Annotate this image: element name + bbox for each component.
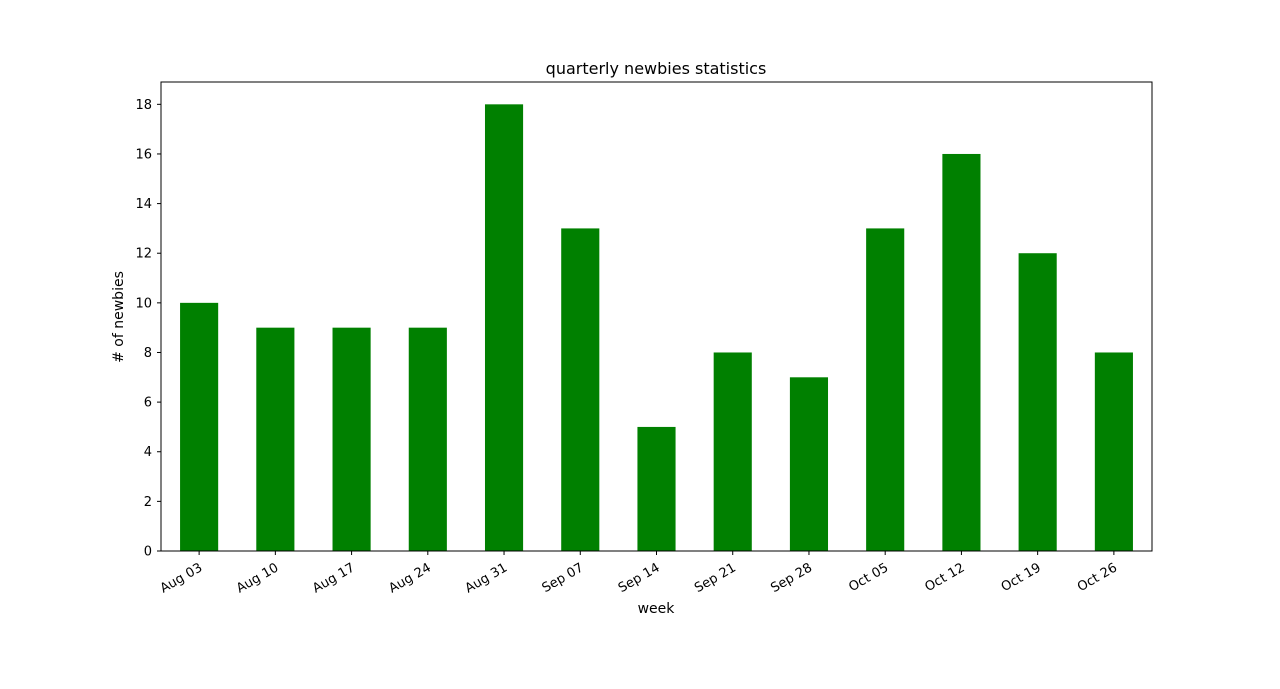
y-tick-label: 2: [144, 495, 152, 510]
x-tick-label: Aug 03: [158, 560, 205, 596]
x-tick-label: Sep 14: [616, 560, 663, 596]
bar-aug-24: [408, 327, 447, 551]
x-tick-label: Sep 28: [768, 560, 815, 596]
y-tick-label: 16: [135, 147, 152, 162]
bar-oct-26: [1094, 352, 1133, 551]
x-tick-label: Oct 19: [999, 560, 1044, 595]
x-tick-label: Aug 24: [386, 560, 433, 596]
bar-aug-31: [484, 104, 524, 551]
y-tick-label: 8: [144, 346, 152, 361]
bar-oct-19: [1018, 253, 1057, 551]
bar-aug-10: [256, 327, 295, 551]
x-tick-label: Aug 17: [310, 560, 357, 596]
bar-aug-17: [332, 327, 371, 551]
bar-sep-07: [561, 228, 600, 551]
x-tick-label: Aug 10: [234, 560, 281, 596]
y-tick-label: 12: [135, 247, 152, 262]
y-axis: 0 2 4 6 8 10 12 14 16 18: [135, 98, 161, 560]
y-tick-label: 0: [144, 545, 152, 560]
x-tick-label: Oct 12: [923, 560, 968, 595]
x-tick-label: Oct 05: [846, 560, 891, 595]
x-tick-label: Sep 07: [540, 560, 587, 596]
x-tick-label: Sep 21: [692, 560, 739, 596]
bar-oct-12: [942, 153, 981, 551]
y-tick-label: 14: [135, 197, 152, 212]
bar-oct-05: [866, 228, 905, 551]
y-axis-label: # of newbies: [111, 271, 127, 363]
x-axis-label: week: [638, 601, 676, 617]
y-tick-label: 6: [144, 396, 152, 411]
y-tick-label: 10: [135, 296, 152, 311]
x-tick-label: Aug 31: [463, 560, 510, 596]
x-axis: Aug 03 Aug 10 Aug 17 Aug 24 Aug 31 Sep 07 Sep …: [158, 551, 1120, 596]
bar-aug-03: [180, 302, 219, 551]
plot-area: [160, 81, 1153, 552]
chart-title: quarterly newbies statistics: [546, 59, 767, 78]
bar-sep-21: [713, 352, 752, 551]
x-tick-label: Oct 26: [1075, 560, 1120, 595]
y-tick-label: 4: [144, 445, 152, 460]
bar-sep-28: [789, 377, 829, 551]
bar-sep-14: [637, 426, 676, 551]
y-tick-label: 18: [135, 98, 152, 113]
